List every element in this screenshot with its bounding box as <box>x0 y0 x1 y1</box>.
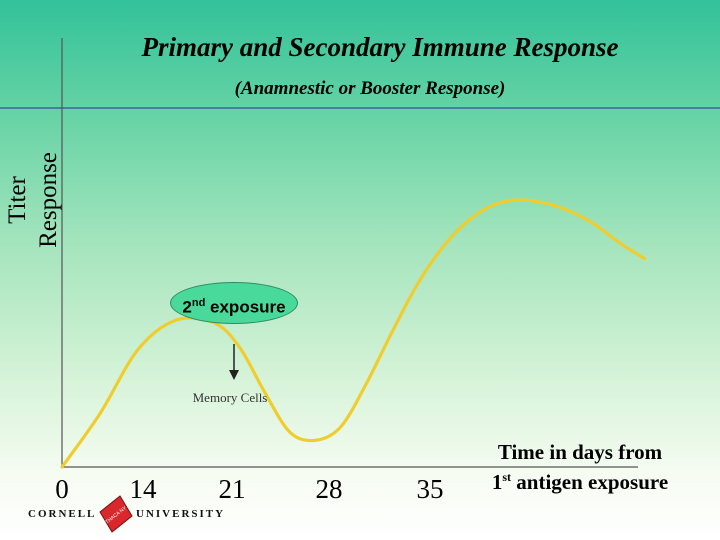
chart-subtitle: (Anamnestic or Booster Response) <box>234 78 506 99</box>
x-axis-caption: Time in days from 1st antigen exposure <box>460 440 700 495</box>
x-tick-label: 28 <box>316 474 343 504</box>
memory-arrow-head <box>229 370 239 380</box>
x-caption-line1: Time in days from <box>497 440 663 464</box>
exposure-ordinal-suffix: nd <box>191 297 206 309</box>
exposure-number: 2 <box>182 297 192 317</box>
exposure-text: exposure <box>205 297 286 317</box>
x-caption-ordinal-suffix: st <box>502 470 512 484</box>
second-exposure-bubble: 2nd exposure <box>170 282 298 324</box>
response-curve-line <box>60 198 647 469</box>
memory-cells-label: Memory Cells <box>192 390 268 405</box>
cornell-logo-left: CORNELL <box>28 508 97 520</box>
cornell-seal-icon: ITHACA NY <box>99 495 133 533</box>
cornell-logo-right: UNIVERSITY <box>136 508 226 520</box>
x-caption-line2: 1st antigen exposure <box>460 465 700 495</box>
x-tick-label: 0 <box>55 474 69 504</box>
x-caption-text: antigen exposure <box>511 470 669 494</box>
x-tick-label: 21 <box>219 474 246 504</box>
x-tick-label: 35 <box>417 474 444 504</box>
x-tick-labels: 0 14 21 28 35 <box>55 474 443 504</box>
chart-title: Primary and Secondary Immune Response <box>141 32 619 62</box>
x-caption-number: 1 <box>491 470 503 494</box>
x-tick-label: 14 <box>130 474 158 504</box>
